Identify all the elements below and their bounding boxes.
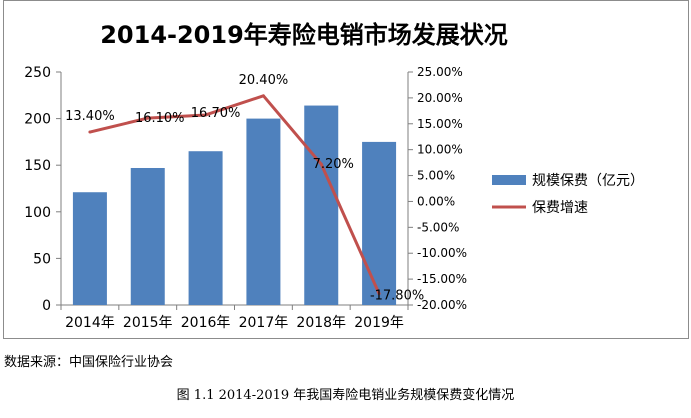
y-right-tick-label: -15.00% bbox=[417, 272, 467, 286]
figure-caption: 图 1.1 2014-2019 年我国寿险电销业务规模保费变化情况 bbox=[176, 388, 515, 403]
data-label: 20.40% bbox=[239, 73, 289, 88]
bar-premium bbox=[362, 141, 397, 305]
line-point bbox=[261, 94, 265, 98]
line-growth-rate bbox=[89, 94, 381, 295]
chart-title: 2014-2019年寿险电销市场发展状况 bbox=[100, 21, 508, 49]
y-left-tick-label: 100 bbox=[24, 205, 51, 221]
data-label: 16.10% bbox=[135, 111, 185, 126]
x-tick-label: 2017年 bbox=[239, 315, 289, 331]
y-right-tick-label: 0.00% bbox=[417, 194, 455, 208]
y-left-tick-label: 250 bbox=[24, 65, 51, 81]
data-label: 16.70% bbox=[191, 106, 241, 121]
x-tick-label: 2018年 bbox=[296, 315, 346, 331]
y-left-tick-label: 0 bbox=[42, 298, 51, 314]
y-right-tick-label: 20.00% bbox=[417, 91, 463, 105]
bar-premium bbox=[72, 192, 107, 305]
source-note: 数据来源：中国保险行业协会 bbox=[4, 355, 174, 370]
line-point bbox=[204, 113, 208, 117]
line-point bbox=[146, 116, 150, 120]
x-tick-label: 2014年 bbox=[65, 315, 115, 331]
chart-frame: 2014-2019年寿险电销市场发展状况 0 50 100 150 200 250 -20.… bbox=[3, 0, 689, 339]
y-right-tick-label: 15.00% bbox=[417, 117, 463, 131]
x-tick-label: 2016年 bbox=[181, 315, 231, 331]
y-left-tick-label: 150 bbox=[24, 158, 51, 174]
y-right-tick-label: 5.00% bbox=[417, 169, 455, 183]
data-label: -17.80% bbox=[370, 289, 424, 304]
bar-premium bbox=[246, 118, 281, 305]
y-right-tick-label: 25.00% bbox=[417, 65, 463, 79]
x-tick-label: 2019年 bbox=[354, 315, 404, 331]
legend-label-premium: 规模保费（亿元） bbox=[532, 173, 644, 189]
data-label: 13.40% bbox=[65, 109, 115, 124]
y-right-tick-label: 10.00% bbox=[417, 143, 463, 157]
bar-premium bbox=[188, 151, 223, 305]
bar-premium bbox=[304, 105, 339, 305]
y-right-tick-label: -20.00% bbox=[417, 298, 467, 312]
legend-label-growth: 保费增速 bbox=[532, 200, 588, 216]
line-point bbox=[88, 130, 92, 134]
legend-swatch-premium bbox=[492, 175, 526, 185]
y-left-tick-label: 200 bbox=[24, 112, 51, 128]
y-right-tick-label: -5.00% bbox=[417, 220, 459, 234]
x-tick-label: 2015年 bbox=[123, 315, 173, 331]
line-point bbox=[377, 292, 381, 296]
data-label: 7.20% bbox=[313, 157, 354, 172]
line-point bbox=[319, 162, 323, 166]
chart-svg: 2014-2019年寿险电销市场发展状况 0 50 100 150 200 250 -20.… bbox=[24, 21, 644, 331]
bar-premium bbox=[130, 167, 165, 305]
y-left-tick-label: 50 bbox=[33, 251, 51, 267]
y-right-tick-label: -10.00% bbox=[417, 246, 467, 260]
